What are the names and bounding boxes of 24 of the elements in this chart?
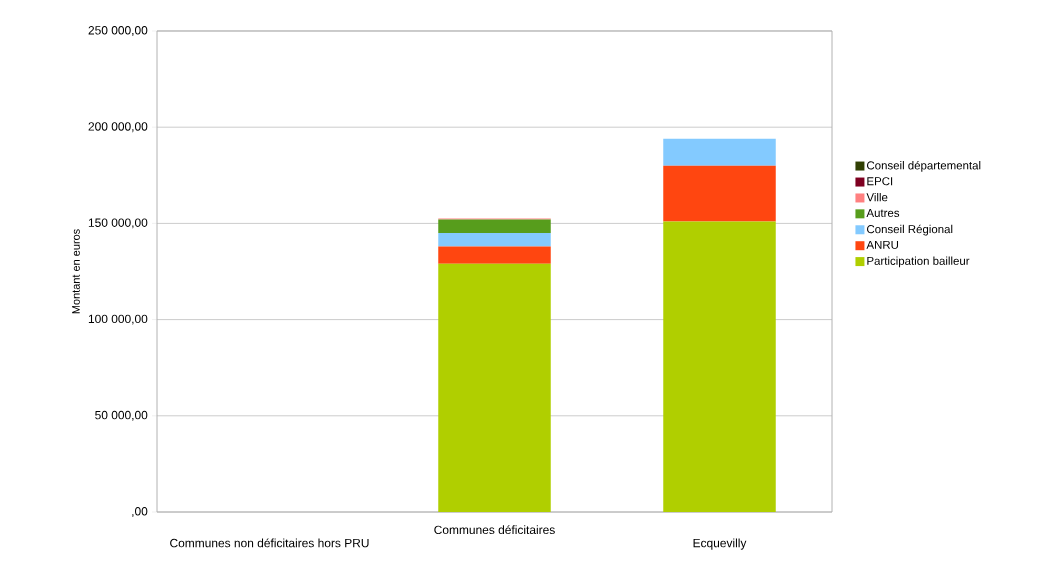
- legend-label: EPCI: [867, 177, 893, 186]
- x-tick-label: Ecquevilly: [693, 538, 747, 550]
- legend-label: ANRU: [866, 240, 899, 249]
- x-tick-label: Communes déficitaires: [434, 525, 555, 535]
- legend-label: Conseil départemental: [867, 160, 981, 172]
- bar: [438, 219, 551, 234]
- legend-label: Ville: [866, 192, 888, 202]
- y-tick-label: 50 000,00: [95, 410, 148, 421]
- y-tick-label: 150 000,00: [88, 218, 148, 229]
- bar: [438, 233, 551, 247]
- x-tick-label: Communes non déficitaires hors PRU: [170, 538, 369, 548]
- legend-label: Participation bailleur: [867, 256, 970, 268]
- bar: [438, 246, 551, 264]
- bar: [663, 165, 776, 222]
- y-tick-label: 250 000,00: [88, 26, 148, 36]
- legend-label: Autres: [866, 209, 900, 217]
- y-tick-label: 100 000,00: [88, 314, 148, 325]
- bar: [663, 138, 776, 166]
- y-tick-label: ,00: [132, 507, 148, 517]
- legend-label: Conseil Régional: [867, 224, 953, 236]
- bar: [438, 263, 551, 512]
- y-axis-title: Montant en euros: [72, 229, 80, 314]
- y-tick-label: 200 000,00: [88, 122, 148, 133]
- bar: [663, 221, 776, 512]
